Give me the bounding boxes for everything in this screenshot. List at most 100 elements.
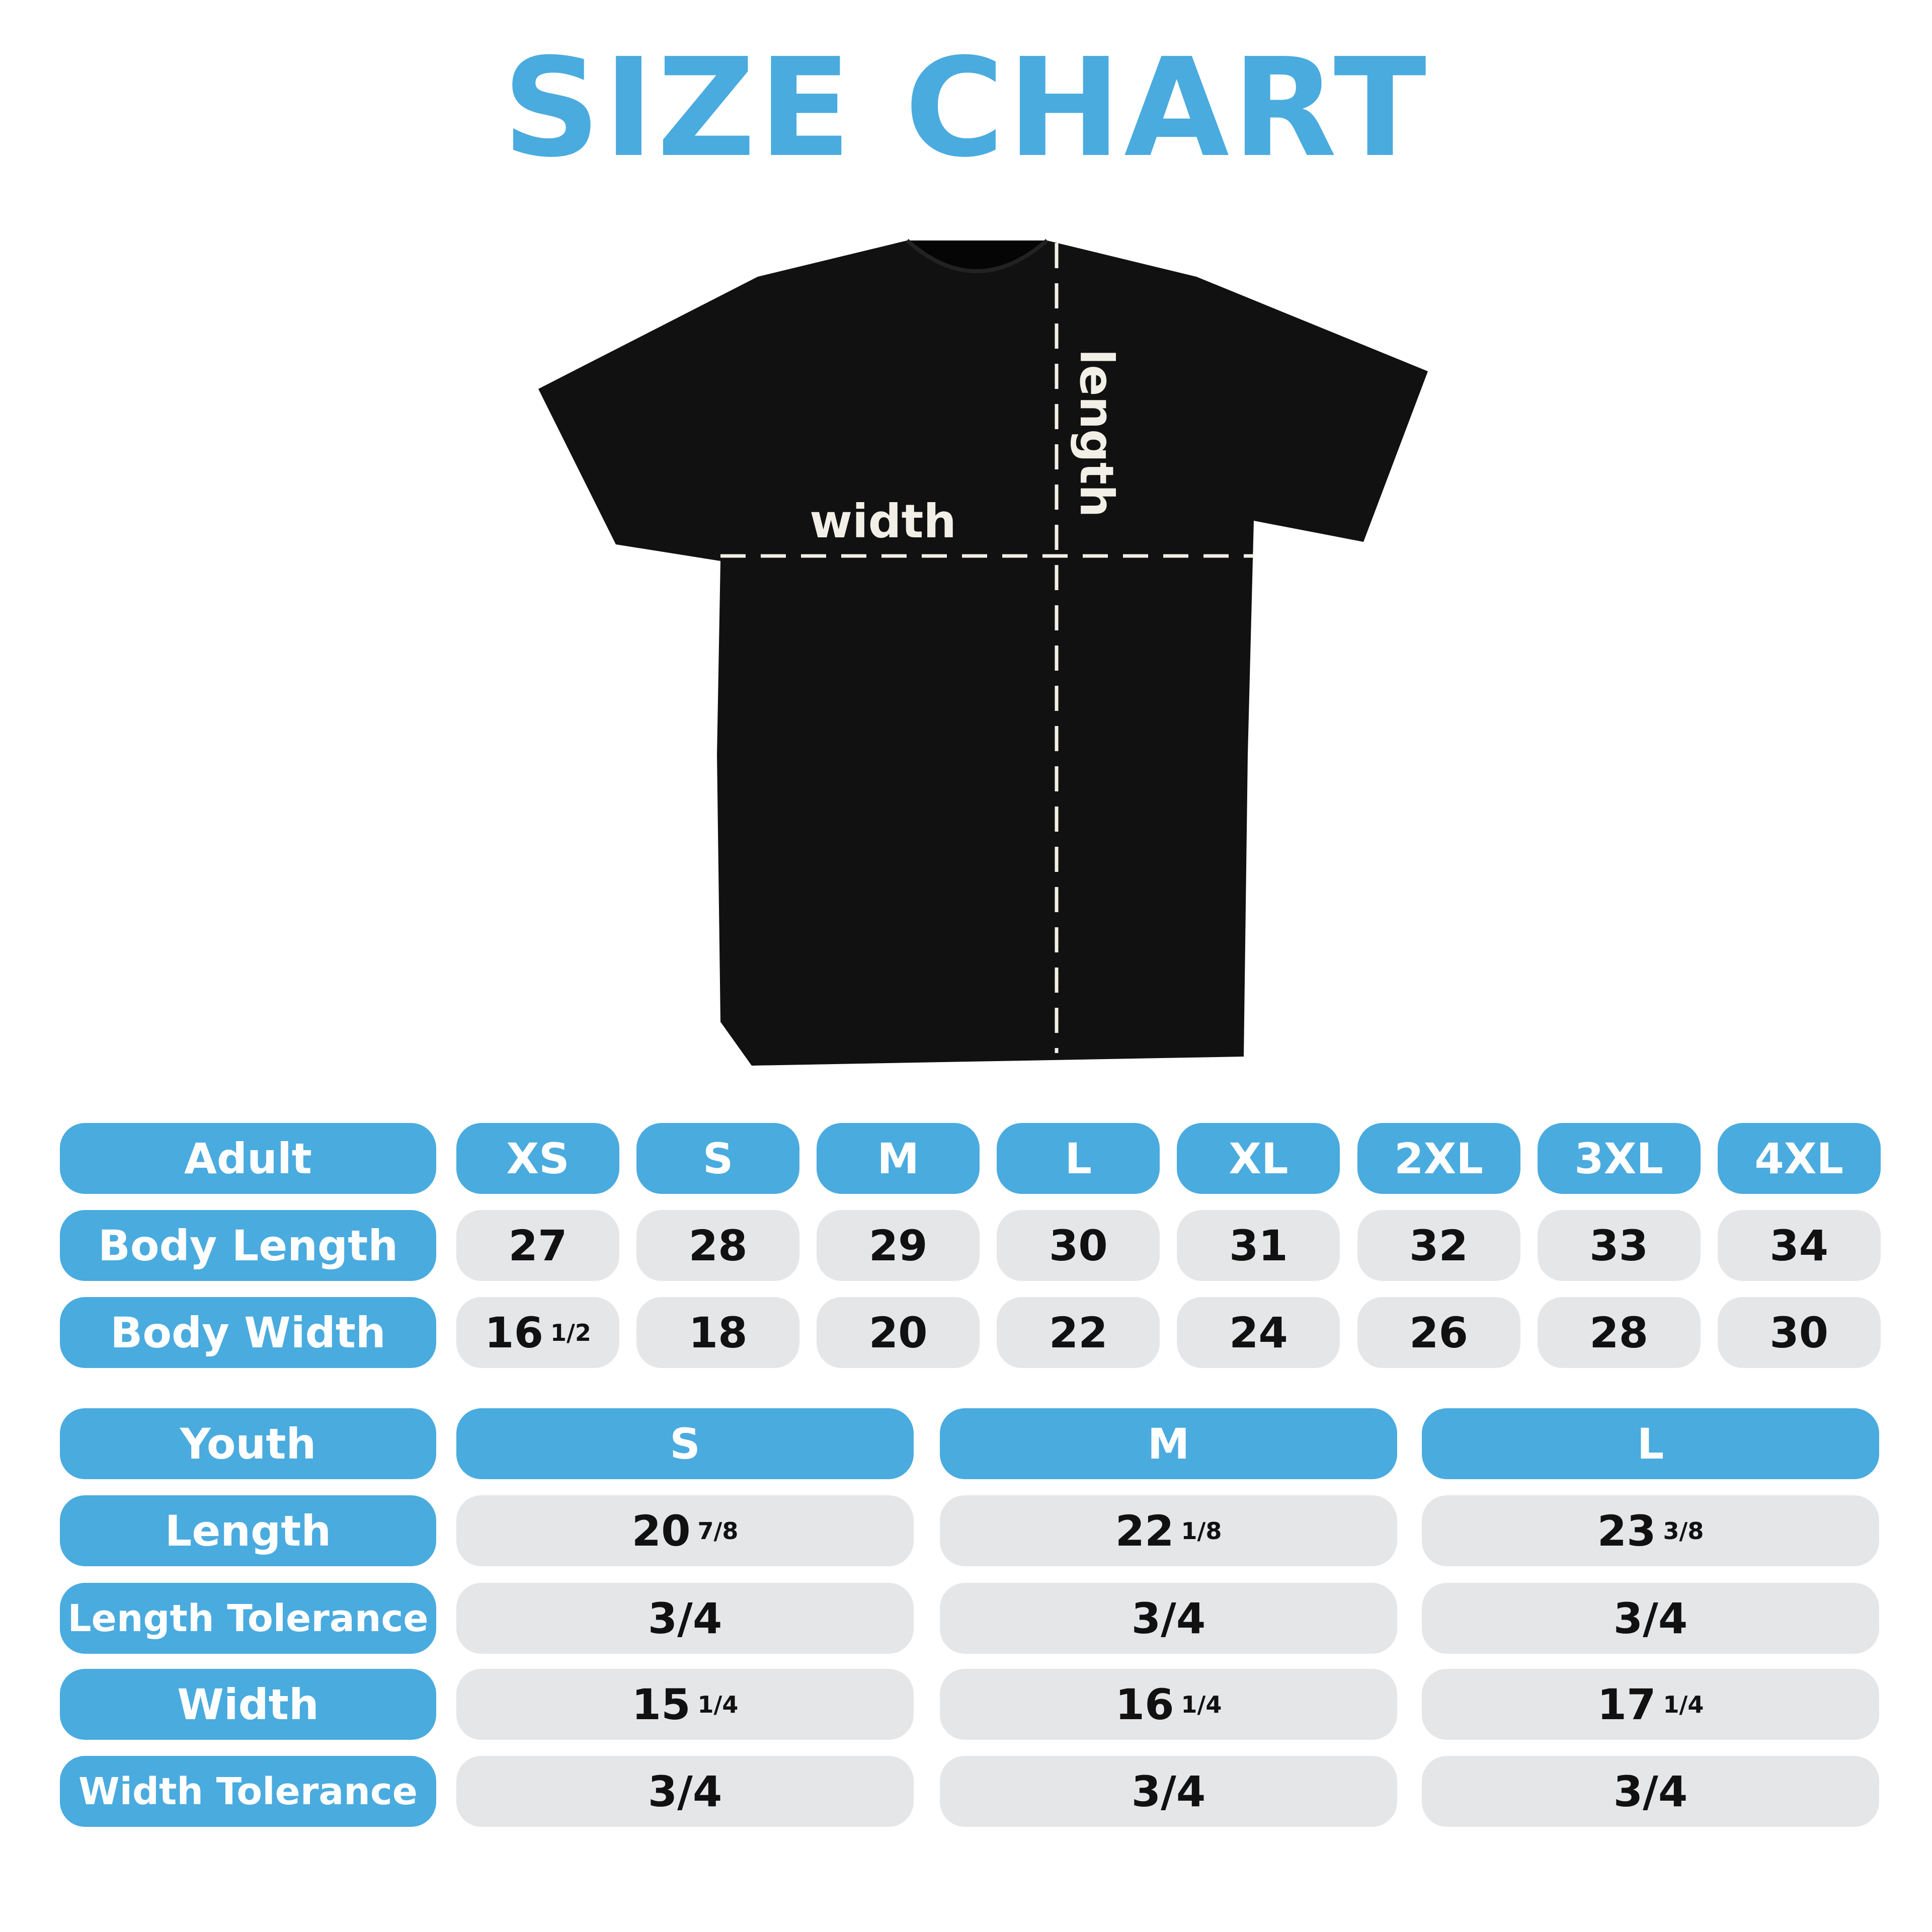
cell-value: 20 xyxy=(868,1308,928,1357)
cell-value: Width Tolerance xyxy=(78,1769,418,1813)
youth-value-cell: 16 1/4 xyxy=(940,1669,1397,1740)
tshirt-shape xyxy=(538,240,1428,1066)
cell-value: 22 xyxy=(1115,1506,1174,1556)
adult-size-header: XS xyxy=(456,1123,619,1194)
adult-size-header: M xyxy=(817,1123,980,1194)
cell-value: XS xyxy=(506,1134,570,1183)
youth-value-cell: 22 1/8 xyxy=(940,1495,1397,1566)
row-label: Length xyxy=(60,1495,436,1566)
cell-value: Width xyxy=(177,1679,319,1729)
youth-value-cell: 3/4 xyxy=(940,1583,1397,1654)
youth-header: Youth xyxy=(60,1408,436,1479)
adult-size-header: L xyxy=(997,1123,1160,1194)
cell-value: S xyxy=(702,1134,734,1183)
cell-value: 28 xyxy=(688,1221,748,1270)
cell-value: 32 xyxy=(1409,1221,1468,1270)
cell-value: 16 xyxy=(485,1308,544,1357)
cell-value: 27 xyxy=(508,1221,568,1270)
adult-value-cell: 20 xyxy=(817,1297,980,1368)
cell-value: 34 xyxy=(1769,1221,1829,1270)
cell-fraction: 1/4 xyxy=(1663,1691,1704,1718)
adult-value-cell: 30 xyxy=(1717,1297,1881,1368)
youth-value-cell: 3/4 xyxy=(1422,1756,1879,1827)
cell-value: Adult xyxy=(184,1134,312,1183)
adult-header: Adult xyxy=(60,1123,436,1194)
adult-size-header: 2XL xyxy=(1357,1123,1520,1194)
youth-size-header: S xyxy=(456,1408,914,1479)
cell-value: 3/4 xyxy=(1613,1766,1688,1816)
cell-value: 22 xyxy=(1049,1308,1108,1357)
cell-value: 3/4 xyxy=(648,1593,722,1643)
adult-value-cell: 31 xyxy=(1177,1210,1340,1281)
cell-value: 31 xyxy=(1229,1221,1288,1270)
cell-value: 15 xyxy=(631,1679,691,1729)
cell-value: 3/4 xyxy=(1131,1766,1206,1816)
youth-value-cell: 3/4 xyxy=(1422,1583,1879,1654)
adult-value-cell: 22 xyxy=(997,1297,1160,1368)
cell-value: 30 xyxy=(1049,1221,1108,1270)
cell-fraction: 1/4 xyxy=(697,1691,739,1718)
adult-value-cell: 34 xyxy=(1717,1210,1881,1281)
adult-value-cell: 29 xyxy=(817,1210,980,1281)
adult-size-header: 4XL xyxy=(1717,1123,1881,1194)
cell-value: Body Width xyxy=(110,1308,386,1357)
cell-value: M xyxy=(877,1134,919,1183)
youth-value-cell: 3/4 xyxy=(940,1756,1397,1827)
row-label: Body Width xyxy=(60,1297,436,1368)
adult-value-cell: 30 xyxy=(997,1210,1160,1281)
adult-size-header: 3XL xyxy=(1537,1123,1701,1194)
cell-value: 26 xyxy=(1409,1308,1468,1357)
cell-value: 30 xyxy=(1769,1308,1829,1357)
adult-value-cell: 28 xyxy=(1537,1297,1701,1368)
width-label: width xyxy=(810,495,956,548)
cell-value: 4XL xyxy=(1754,1134,1844,1183)
cell-value: M xyxy=(1147,1419,1190,1469)
adult-value-cell: 27 xyxy=(456,1210,619,1281)
youth-size-header: L xyxy=(1422,1408,1879,1479)
adult-value-cell: 16 1/2 xyxy=(456,1297,619,1368)
adult-value-cell: 18 xyxy=(636,1297,800,1368)
youth-value-cell: 17 1/4 xyxy=(1422,1669,1879,1740)
cell-value: L xyxy=(1065,1134,1092,1183)
adult-size-header: S xyxy=(636,1123,800,1194)
adult-value-cell: 28 xyxy=(636,1210,800,1281)
youth-value-cell: 20 7/8 xyxy=(456,1495,914,1566)
cell-fraction: 1/2 xyxy=(550,1319,591,1346)
cell-value: 2XL xyxy=(1394,1134,1483,1183)
cell-value: Youth xyxy=(180,1419,316,1469)
adult-value-cell: 24 xyxy=(1177,1297,1340,1368)
page-title: SIZE CHART xyxy=(502,29,1430,187)
cell-fraction: 1/8 xyxy=(1181,1517,1222,1545)
row-label: Width xyxy=(60,1669,436,1740)
cell-value: 3XL xyxy=(1574,1134,1663,1183)
row-label: Body Length xyxy=(60,1210,436,1281)
cell-fraction: 1/4 xyxy=(1181,1691,1222,1718)
cell-value: 24 xyxy=(1229,1308,1288,1357)
row-label: Length Tolerance xyxy=(60,1583,436,1654)
youth-value-cell: 3/4 xyxy=(456,1756,914,1827)
cell-fraction: 3/8 xyxy=(1663,1517,1704,1545)
cell-value: 20 xyxy=(631,1506,691,1556)
cell-value: 29 xyxy=(868,1221,928,1270)
adult-value-cell: 26 xyxy=(1357,1297,1520,1368)
row-label: Width Tolerance xyxy=(60,1756,436,1827)
cell-value: S xyxy=(670,1419,700,1469)
cell-value: Length Tolerance xyxy=(67,1596,429,1640)
cell-value: Body Length xyxy=(98,1221,398,1270)
cell-value: Length xyxy=(165,1506,332,1556)
cell-value: 3/4 xyxy=(1613,1593,1688,1643)
cell-value: 17 xyxy=(1597,1679,1656,1729)
cell-value: 18 xyxy=(688,1308,748,1357)
length-label: length xyxy=(1070,349,1123,518)
tshirt-collar xyxy=(906,238,1049,273)
cell-value: 33 xyxy=(1589,1221,1649,1270)
adult-size-header: XL xyxy=(1177,1123,1340,1194)
cell-fraction: 7/8 xyxy=(697,1517,739,1545)
youth-value-cell: 23 3/8 xyxy=(1422,1495,1879,1566)
cell-value: 3/4 xyxy=(648,1766,722,1816)
youth-value-cell: 3/4 xyxy=(456,1583,914,1654)
cell-value: 28 xyxy=(1589,1308,1649,1357)
cell-value: 3/4 xyxy=(1131,1593,1206,1643)
cell-value: XL xyxy=(1229,1134,1289,1183)
cell-value: 16 xyxy=(1115,1679,1174,1729)
